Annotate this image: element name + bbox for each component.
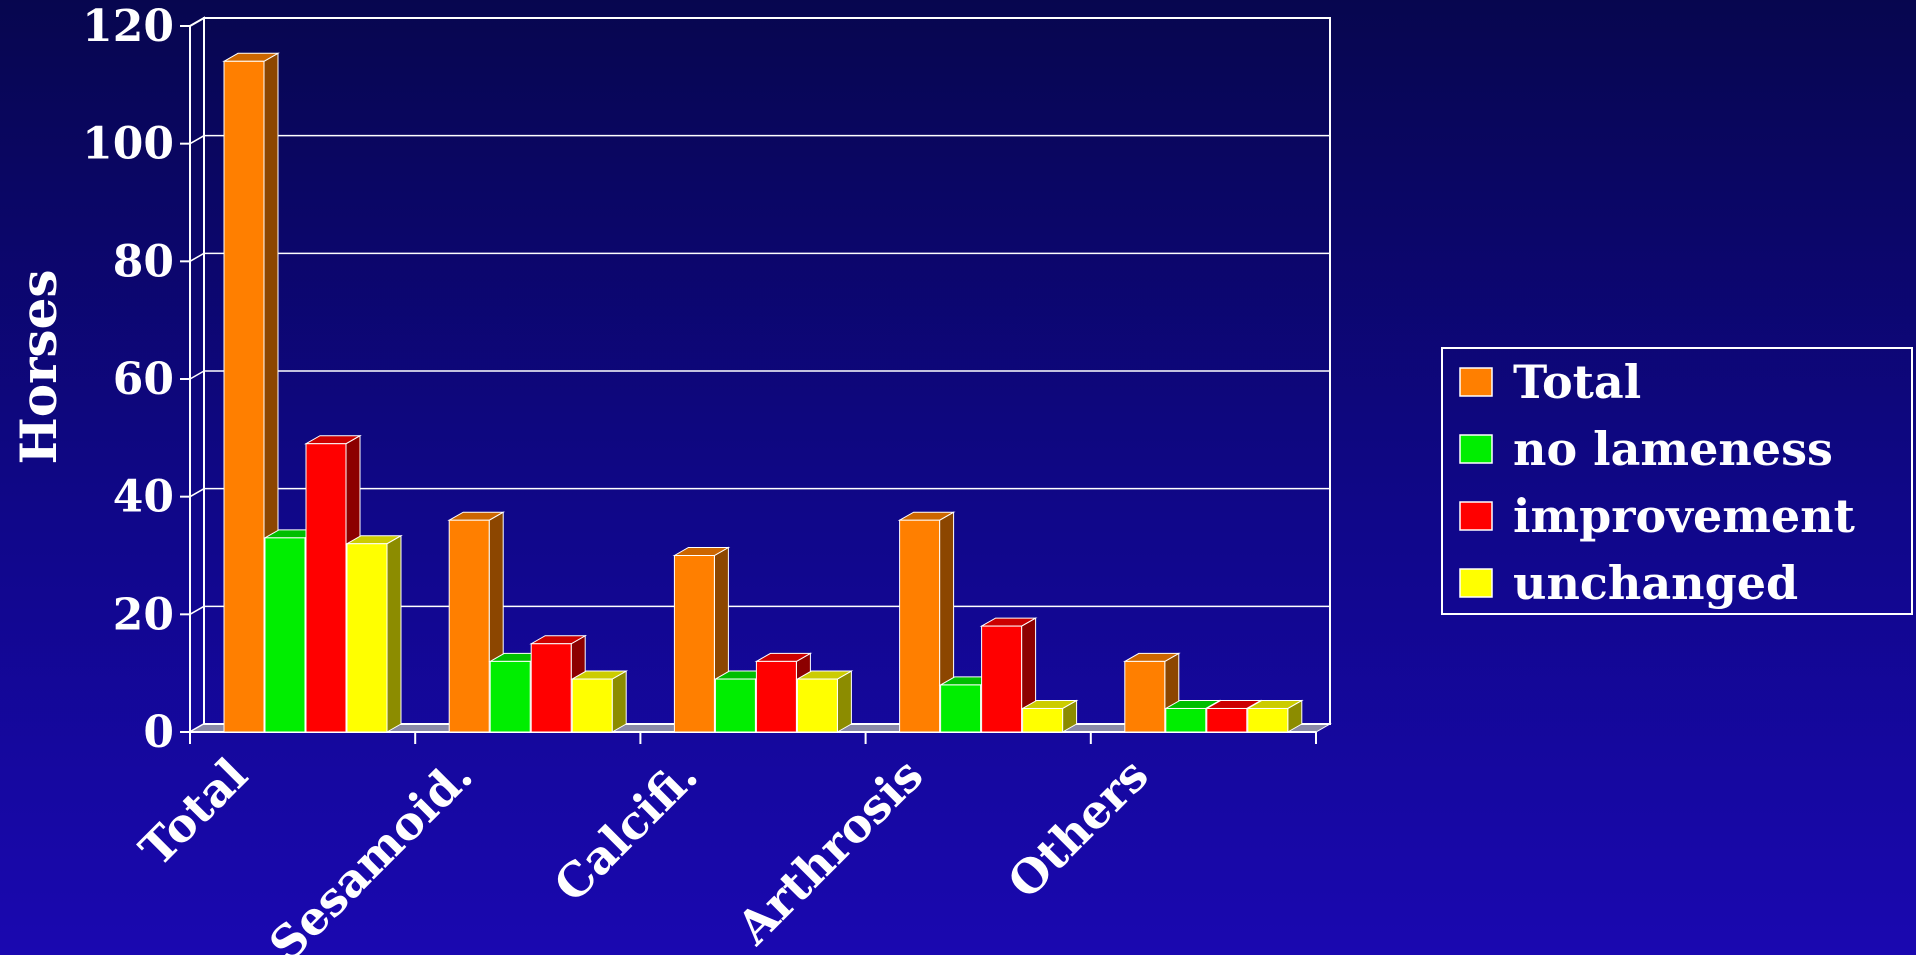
y-tick-labels: 0 20 40 60 80 100 120 bbox=[82, 1, 174, 758]
gridline-wall bbox=[189, 252, 205, 262]
y-axis-title: Horses bbox=[9, 269, 68, 464]
bar-total-arthrosis bbox=[897, 511, 956, 733]
bar-unchanged-total bbox=[345, 534, 403, 733]
x-category-labels: Total Sesamoid. Calcifi. Arthrosis Others bbox=[129, 748, 1159, 955]
legend-swatch bbox=[1459, 568, 1493, 598]
y-tick-label: 0 bbox=[143, 707, 174, 758]
legend-label: improvement bbox=[1513, 489, 1856, 543]
gridline-wall bbox=[189, 135, 205, 145]
bar-total-calcifi bbox=[672, 546, 731, 733]
bar-unchanged-arthrosis bbox=[1020, 699, 1079, 733]
legend: Total no lameness improvement unchanged bbox=[1441, 347, 1913, 615]
legend-swatch bbox=[1459, 434, 1493, 464]
gridline-wall bbox=[189, 370, 205, 380]
x-category-label: Others bbox=[997, 748, 1158, 909]
legend-box bbox=[1441, 347, 1913, 615]
legend-label: unchanged bbox=[1513, 556, 1798, 610]
bar-total-total bbox=[222, 52, 280, 733]
bar-unchanged-sesamoid bbox=[570, 670, 629, 733]
x-category-label: Sesamoid. bbox=[259, 748, 483, 955]
y-tick-label: 100 bbox=[82, 119, 174, 170]
bar-unchanged-others bbox=[1245, 699, 1304, 733]
y-tick-label: 40 bbox=[113, 472, 174, 523]
y-tick-label: 60 bbox=[113, 354, 174, 405]
legend-swatch bbox=[1459, 367, 1493, 397]
x-category-label: Calcifi. bbox=[544, 748, 709, 913]
legend-swatch bbox=[1459, 501, 1493, 531]
x-category-label: Arthrosis bbox=[726, 748, 934, 955]
legend-label: no lameness bbox=[1513, 422, 1833, 476]
legend-label: Total bbox=[1513, 355, 1641, 409]
x-category-label: Total bbox=[129, 748, 258, 877]
bar-unchanged-calcifi bbox=[795, 670, 854, 733]
gridline-wall bbox=[189, 488, 205, 498]
y-tick-label: 120 bbox=[82, 1, 174, 52]
y-tick-label: 80 bbox=[113, 236, 174, 287]
gridline-wall bbox=[189, 605, 205, 615]
bars bbox=[222, 52, 1304, 733]
y-tick-label: 20 bbox=[113, 589, 174, 640]
